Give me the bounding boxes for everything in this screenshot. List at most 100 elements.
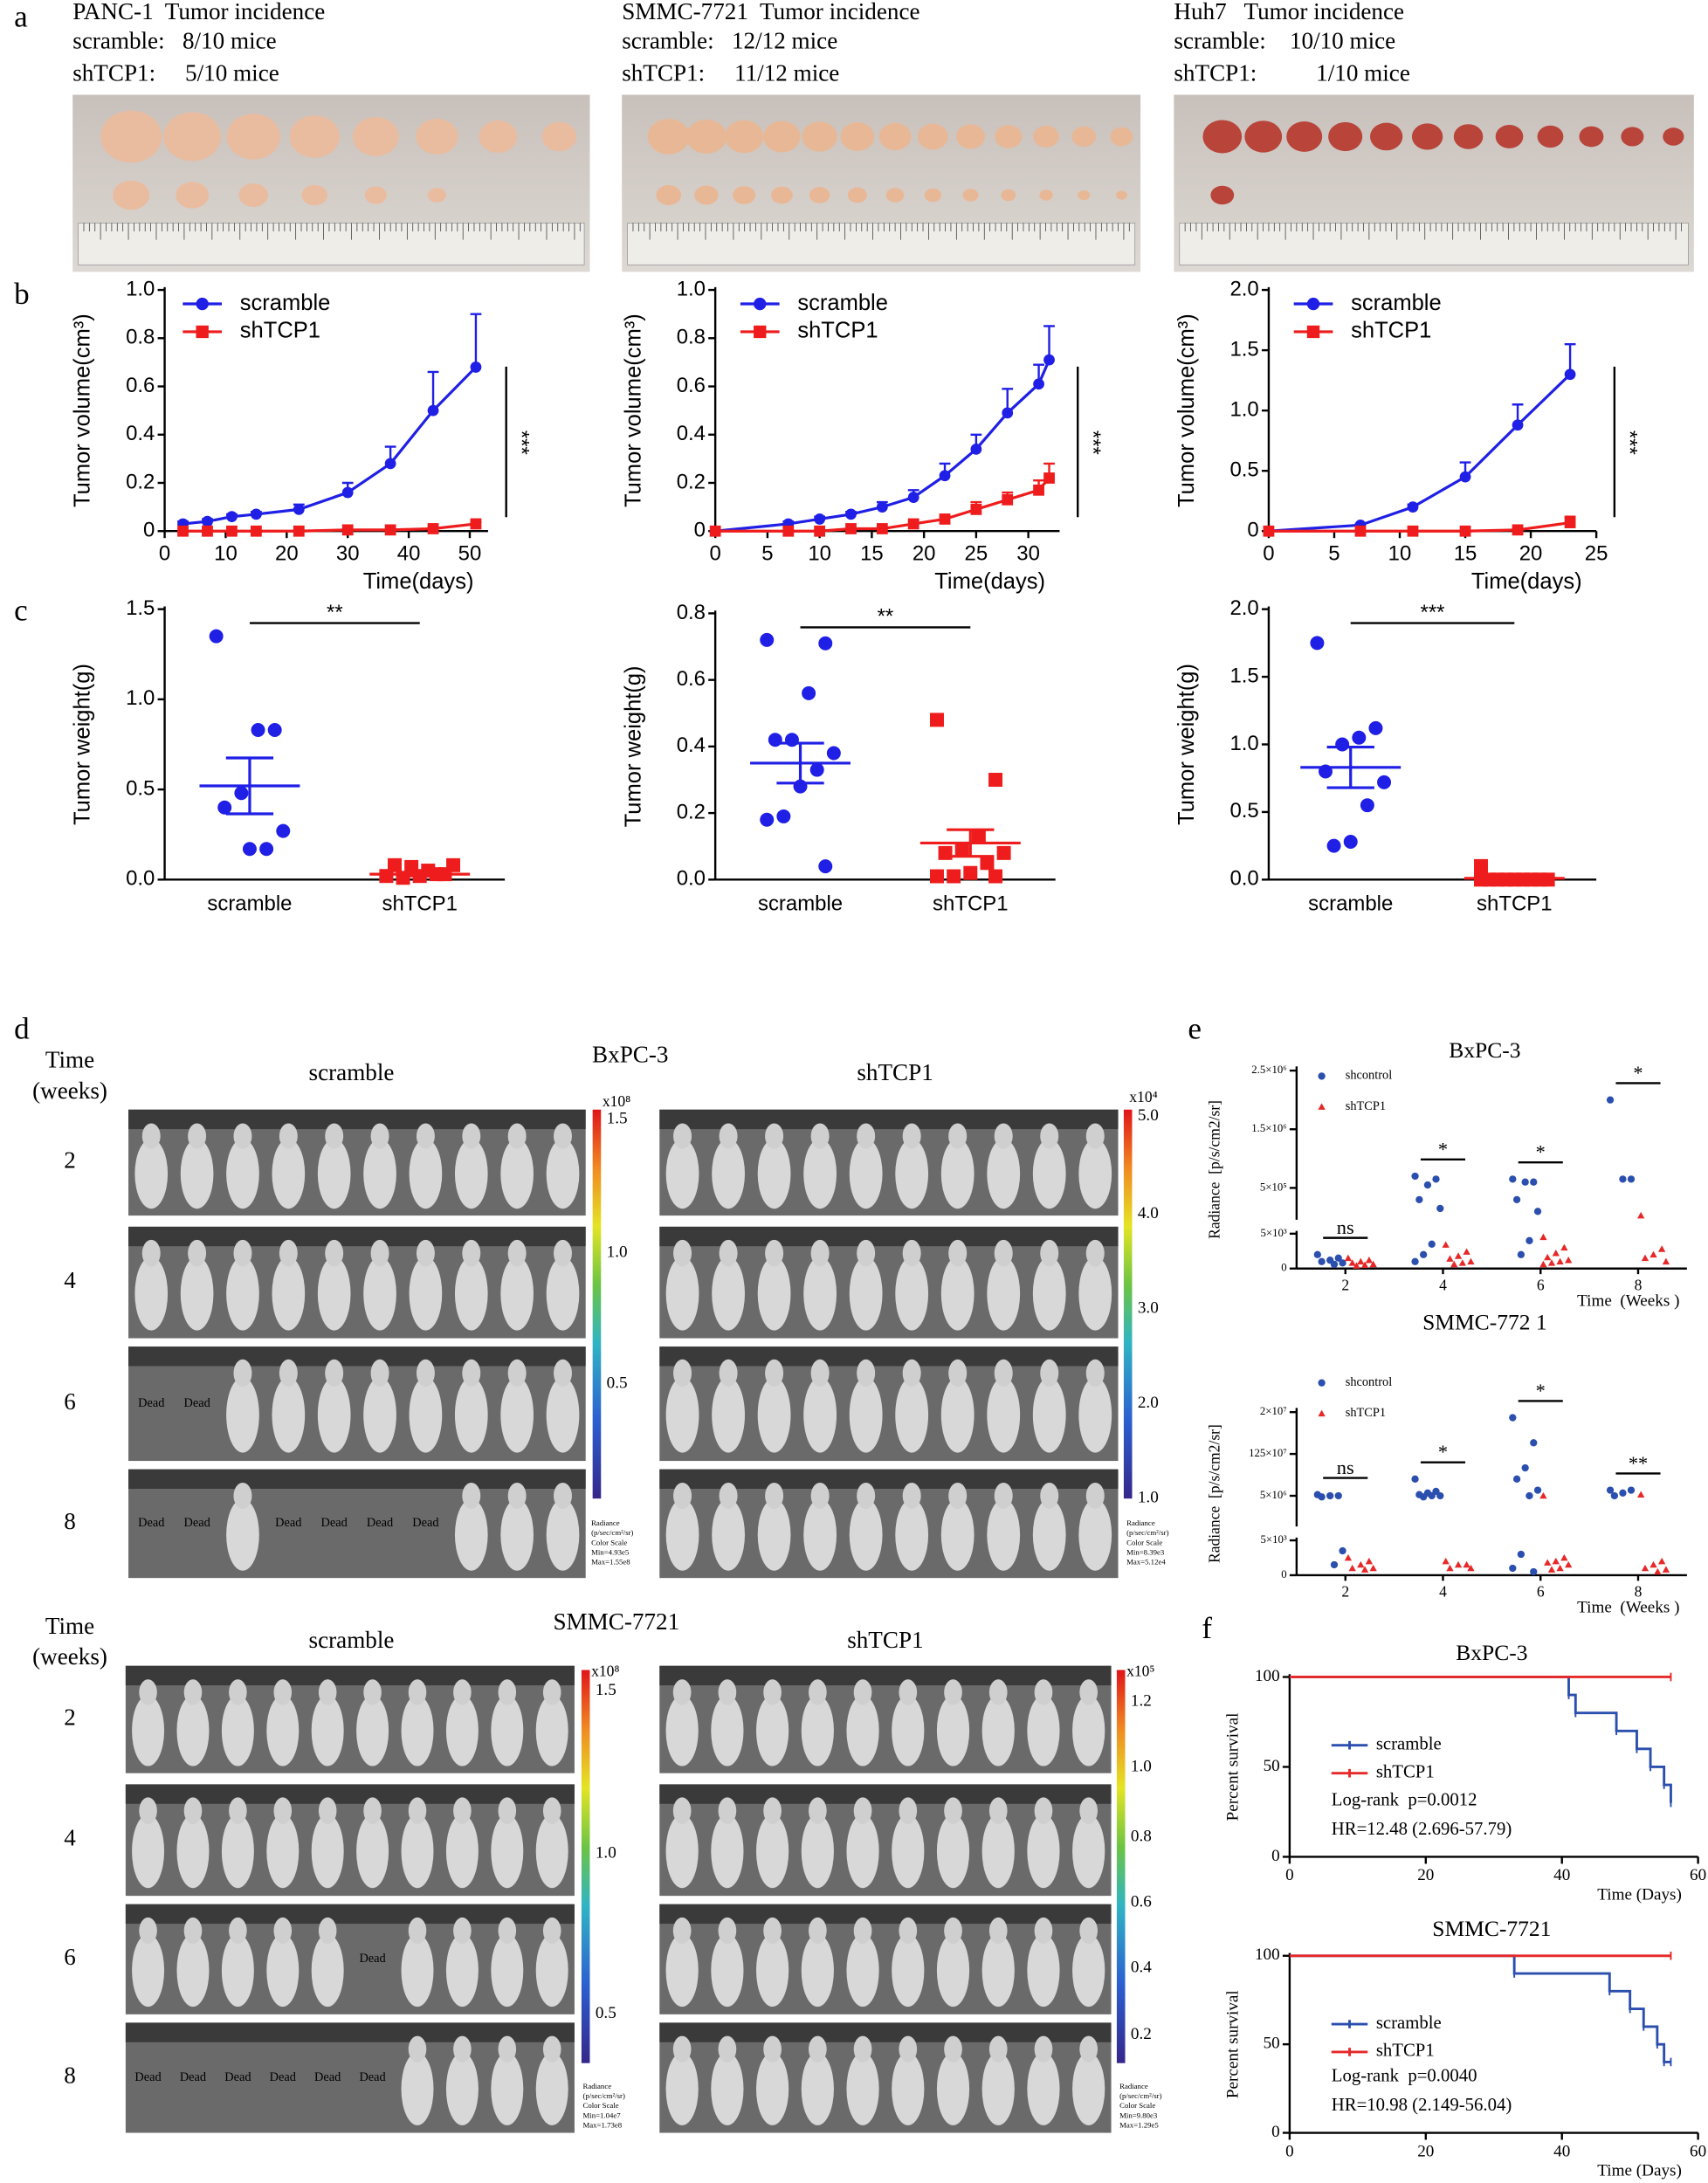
marker [802, 685, 816, 700]
marker [876, 501, 888, 513]
marker [1517, 1550, 1525, 1559]
marker [768, 733, 782, 747]
marker [293, 525, 305, 537]
marker [1360, 798, 1374, 813]
mouse-body [665, 1814, 699, 1889]
mouse-head [233, 1359, 252, 1388]
mouse-body [317, 1377, 351, 1453]
mouse-body [981, 1695, 1015, 1766]
marker [939, 513, 951, 525]
significance-label: *** [1617, 430, 1641, 455]
mouse-body [936, 1814, 970, 1889]
x-tick-label: 60 [1690, 2142, 1706, 2160]
mouse-head [416, 1123, 435, 1149]
mouse-body [176, 1933, 210, 2007]
marker [341, 524, 354, 536]
mouse-head [719, 1123, 738, 1149]
mouse-head [279, 1359, 298, 1388]
mouse-head [183, 1679, 203, 1705]
x-tick-label: 10 [1388, 542, 1412, 566]
tumor [427, 188, 446, 203]
scale-unit: x10⁸ [591, 1663, 619, 1680]
y-axis-title: Percent survival [1223, 1713, 1242, 1821]
mouse-head [139, 1917, 157, 1945]
mouse-body [266, 1695, 300, 1766]
tumor [995, 125, 1023, 148]
dead-label: Dead [412, 1516, 438, 1530]
marker [1521, 1463, 1529, 1472]
tumor [1033, 125, 1059, 148]
y-tick-label: 50 [1264, 2035, 1280, 2053]
y-tick-label: 0.4 [677, 733, 706, 757]
mouse-body [454, 1139, 488, 1209]
x-tick-label: 10 [808, 542, 831, 566]
marker [1407, 525, 1419, 537]
mouse-head [1079, 1679, 1098, 1705]
row-label: 8 [64, 2062, 76, 2089]
mouse-head [1085, 1359, 1105, 1388]
mouse-body [892, 1933, 925, 2007]
tumor [1411, 123, 1443, 150]
mouse-head [944, 1917, 962, 1945]
marker [1344, 1553, 1353, 1561]
marker [1318, 1409, 1326, 1417]
marker [1348, 1564, 1356, 1572]
marker [1533, 1208, 1542, 1215]
marker [954, 843, 969, 857]
legend-label: shTCP1 [797, 319, 878, 343]
mouse-head [899, 1679, 918, 1705]
mouse-body [272, 1257, 306, 1331]
marker [1509, 1564, 1517, 1573]
marker [1368, 720, 1383, 735]
mouse-head [507, 1483, 527, 1509]
x-tick-label: 30 [1016, 542, 1040, 566]
mouse-body [221, 1695, 254, 1766]
marker [1348, 1259, 1356, 1266]
mouse-head [462, 1239, 481, 1267]
mouse-body [226, 1139, 259, 1209]
mouse-head [141, 1123, 161, 1149]
marker [1313, 1250, 1321, 1258]
marker [1512, 1475, 1521, 1483]
error-bar [1043, 325, 1055, 361]
mouse-body [363, 1377, 396, 1453]
marker [446, 857, 461, 872]
mouse-body [665, 1933, 699, 2007]
y-tick-label: 1.0 [1229, 732, 1258, 755]
x-tick-label: scramble [1308, 892, 1393, 915]
mouse-head [408, 1679, 427, 1705]
mouse-body [363, 1139, 396, 1209]
legend-label: shcontrol [1346, 1069, 1392, 1083]
mouse-head [763, 2035, 782, 2062]
marker [1354, 525, 1367, 537]
marker [196, 297, 209, 311]
mouse-head [672, 1797, 692, 1825]
group-name: shTCP1 [847, 1627, 923, 1653]
marker [1454, 1252, 1463, 1259]
scale-tick: 4.0 [1138, 1204, 1159, 1222]
tumor [238, 183, 269, 207]
marker [754, 325, 767, 339]
marker [1619, 1175, 1627, 1183]
significance-label: ns [1337, 1216, 1354, 1238]
mouse-head [183, 1917, 203, 1945]
x-tick-label: 8 [1635, 1583, 1643, 1601]
scale-tick: 1.0 [607, 1243, 628, 1262]
y-tick-label: 50 [1264, 1757, 1280, 1775]
mouse-head [139, 1679, 157, 1705]
mouse-body [226, 1257, 259, 1331]
legend-line [1331, 2020, 1368, 2028]
mouse-body [711, 1814, 744, 1889]
y-tick-label: 0 [1247, 519, 1258, 542]
mouse-head [498, 1797, 517, 1825]
tumor [1001, 189, 1016, 202]
mouse-head [1085, 1483, 1105, 1509]
y-tick-label: 0 [1281, 1568, 1286, 1580]
marker [1436, 1491, 1444, 1500]
marker [818, 636, 833, 651]
marker [818, 859, 833, 874]
scale-note: Max=5.12e4 [1126, 1558, 1166, 1567]
mouse-head [1079, 1797, 1098, 1825]
marker [845, 508, 857, 520]
